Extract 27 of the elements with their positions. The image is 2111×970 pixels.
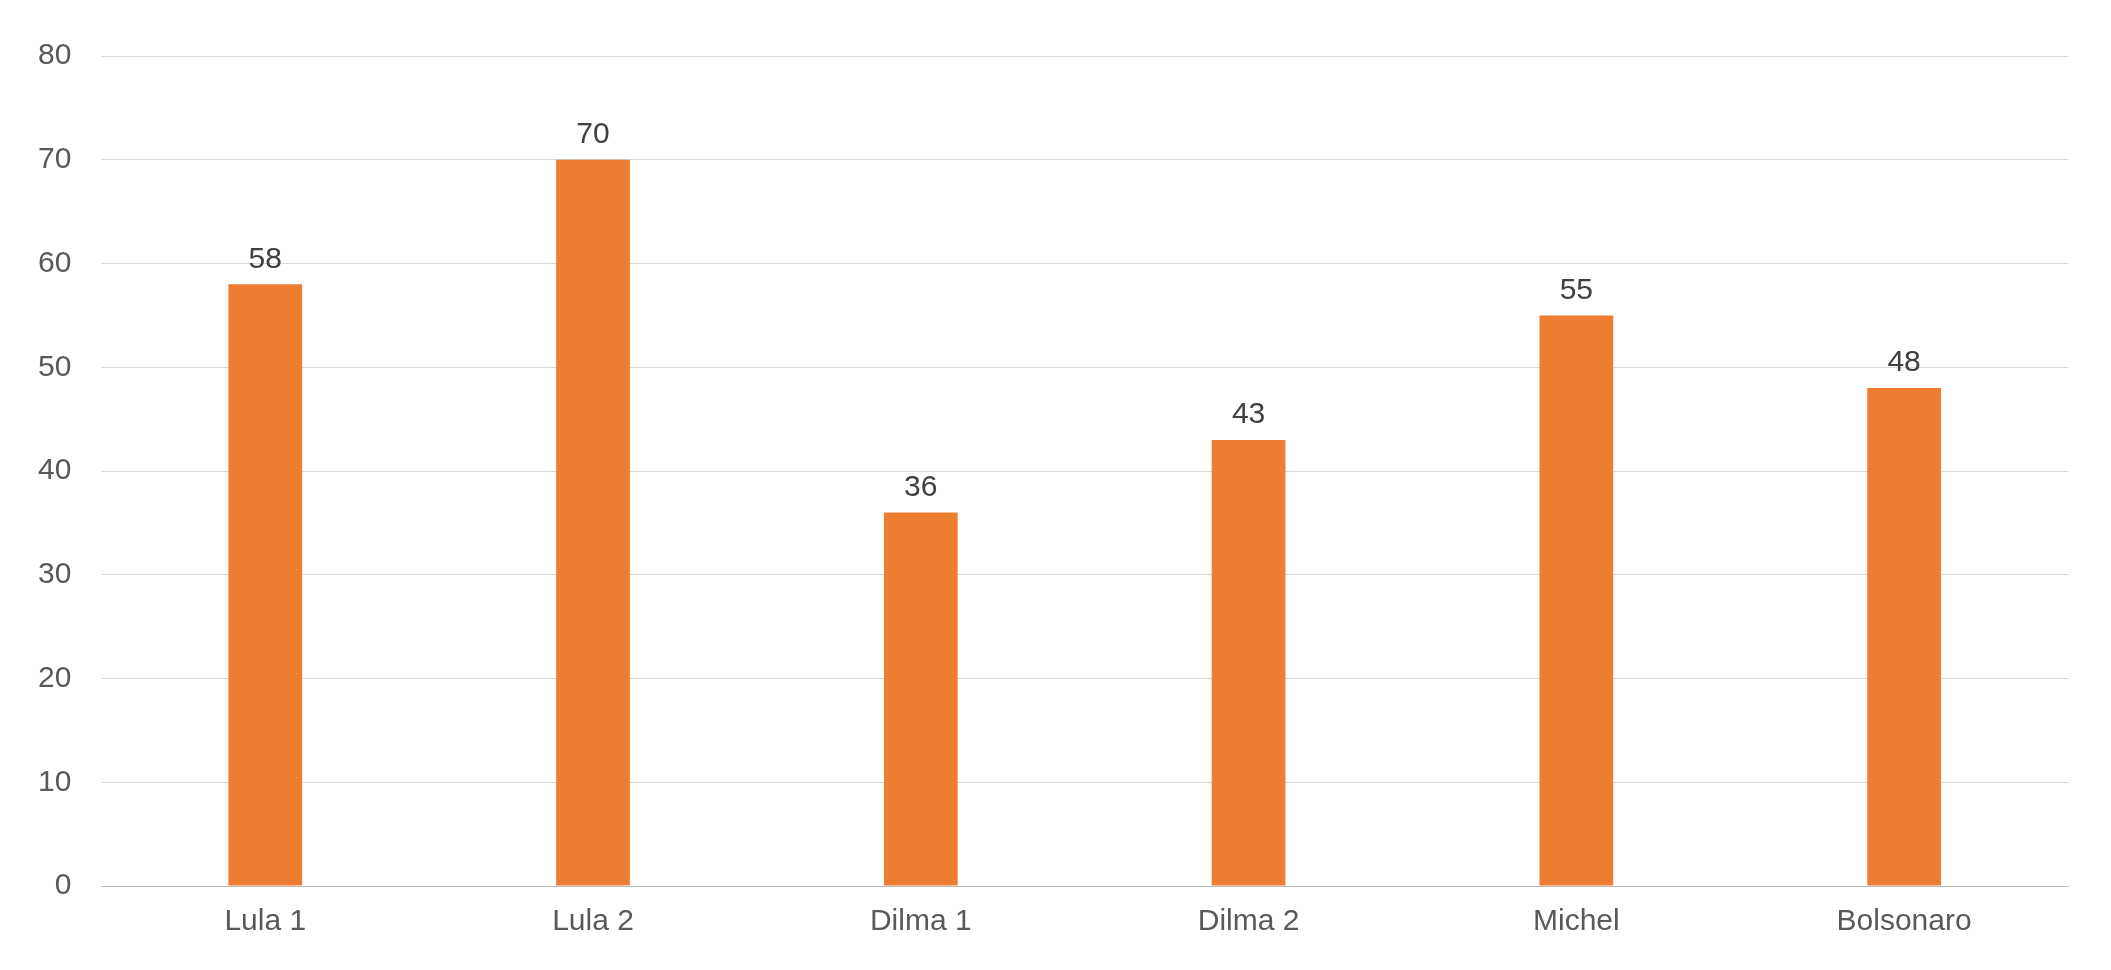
y-tick-label: 80 [37,37,72,71]
x-tick-label: Bolsonaro [1836,903,1972,937]
bar [1539,315,1614,886]
y-tick-label: 40 [37,452,72,486]
y-tick-label: 70 [37,141,72,175]
data-label: 36 [904,468,938,502]
y-tick-label: 50 [37,348,72,382]
y-tick-label: 20 [37,659,72,693]
data-label: 43 [1231,396,1266,430]
data-label: 58 [248,240,282,274]
bar [883,512,958,886]
x-tick-label: Michel [1532,903,1620,937]
y-tick-label: 30 [37,556,72,590]
x-tick-label: Lula 2 [552,903,634,937]
y-tick-label: 0 [54,867,72,901]
y-tick-label: 10 [37,763,72,797]
data-label: 70 [576,116,610,150]
x-tick-label: Dilma 2 [1197,903,1300,937]
bar [1211,439,1286,886]
bar [556,159,630,886]
bar [228,284,303,886]
y-tick-label: 60 [37,244,72,278]
x-tick-label: Lula 1 [224,903,307,937]
x-tick-label: Dilma 1 [869,903,972,937]
bar [1867,388,1941,886]
data-label: 55 [1559,271,1594,305]
data-label: 48 [1887,344,1921,378]
